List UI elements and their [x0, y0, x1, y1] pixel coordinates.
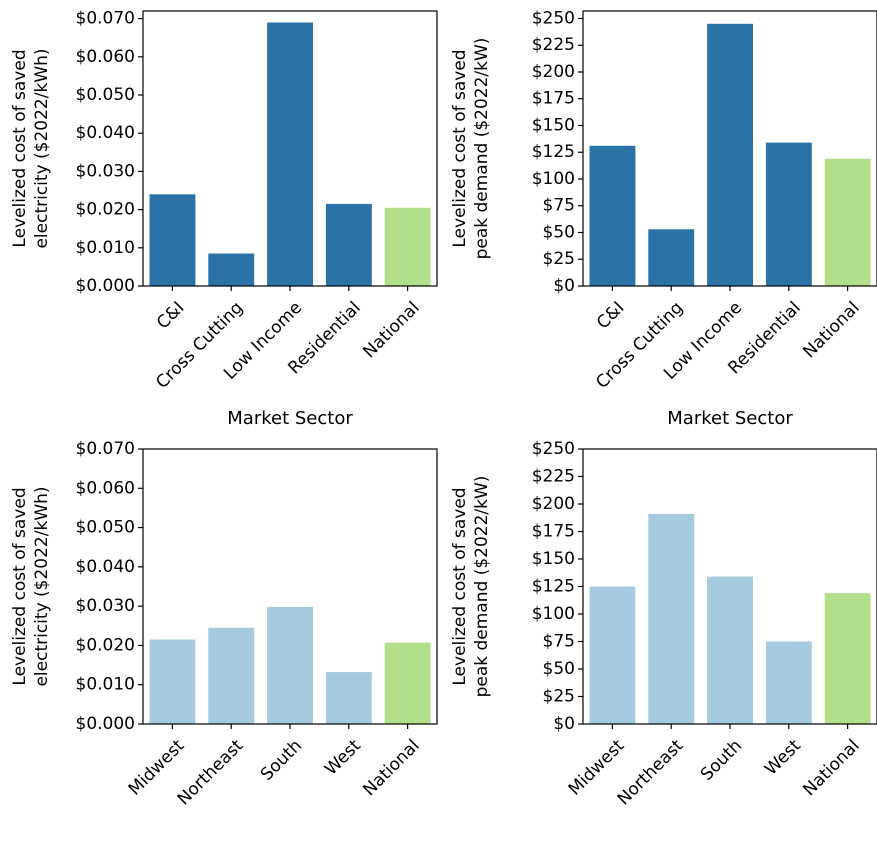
y-tick-label: $0.010 [76, 675, 135, 695]
x-axis-title: Market Sector [667, 408, 793, 429]
x-tick-label: South [257, 736, 306, 785]
x-tick-label: C&I [153, 298, 188, 333]
bar-low-income [267, 22, 313, 286]
bar-cross-cutting [208, 253, 255, 286]
y-tick-label: $0.000 [76, 276, 135, 296]
y-tick-label: $0.060 [76, 478, 135, 498]
bar-west [765, 641, 812, 724]
y-tick-label: $150 [532, 115, 575, 135]
y-tick-label: $225 [532, 35, 575, 55]
chart-panel-4: $0$25$50$75$100$125$150$175$200$225$250M… [450, 439, 877, 809]
y-tick-label: $0.020 [76, 635, 135, 655]
y-tick-label: $0.050 [76, 85, 135, 105]
y-axis-title-line-2: electricity ($2022/kWh) [32, 48, 52, 248]
bar-west [325, 672, 372, 724]
y-tick-label: $0.050 [76, 518, 135, 538]
y-tick-label: $0.070 [76, 9, 135, 29]
y-tick-label: $0.040 [76, 123, 135, 143]
y-tick-label: $225 [532, 467, 575, 487]
bar-midwest [149, 639, 196, 724]
y-tick-label: $75 [543, 196, 575, 216]
bar-northeast [208, 627, 255, 725]
bar-residential [325, 203, 372, 286]
y-tick-label: $0 [553, 276, 575, 296]
y-tick-label: $0.070 [76, 439, 135, 459]
x-tick-label: National [359, 736, 423, 800]
y-tick-label: $0.040 [76, 557, 135, 577]
bar-south [267, 606, 313, 724]
y-tick-label: $50 [543, 659, 575, 679]
y-tick-label: $25 [543, 249, 575, 269]
y-tick-label: $175 [532, 89, 575, 109]
bar-residential [765, 142, 812, 286]
y-tick-label: $200 [532, 494, 575, 514]
bar-national [384, 642, 431, 724]
bar-c-i [149, 194, 196, 286]
y-tick-label: $75 [543, 632, 575, 652]
bar-national [824, 158, 871, 286]
x-tick-label: National [799, 298, 863, 362]
y-tick-label: $0.020 [76, 200, 135, 220]
y-tick-label: $175 [532, 522, 575, 542]
y-tick-label: $0.000 [76, 714, 135, 734]
bar-midwest [589, 586, 636, 724]
y-axis-title-line-2: peak demand ($2022/kW) [472, 38, 492, 260]
y-tick-label: $250 [532, 8, 575, 28]
bar-national [824, 593, 871, 724]
y-tick-label: $125 [532, 142, 575, 162]
x-tick-label: West [761, 736, 805, 780]
y-tick-label: $100 [532, 169, 575, 189]
y-tick-label: $0.030 [76, 596, 135, 616]
bar-c-i [589, 145, 636, 286]
y-tick-label: $250 [532, 439, 575, 459]
y-axis-title-line-1: Levelized cost of saved [450, 487, 470, 685]
y-axis-title-line-2: electricity ($2022/kWh) [32, 486, 52, 686]
y-tick-label: $100 [532, 604, 575, 624]
y-axis-title-line-1: Levelized cost of saved [450, 49, 470, 247]
bar-low-income [707, 23, 753, 287]
y-axis-title-line-1: Levelized cost of saved [10, 49, 30, 247]
y-tick-label: $25 [543, 687, 575, 707]
x-tick-label: National [359, 298, 423, 362]
chart-panel-2: $0 $25 $50 $75 $100 $125 $150 $175 $200 $225 $250 C… [450, 8, 877, 429]
bar-cross-cutting [648, 229, 695, 286]
y-axis-title-line-1: Levelized cost of saved [10, 487, 30, 685]
bar-northeast [648, 513, 695, 724]
x-tick-label: C&I [593, 298, 628, 333]
y-tick-label: $0.030 [76, 161, 135, 181]
y-tick-label: $200 [532, 62, 575, 82]
x-tick-label: South [697, 736, 746, 785]
y-axis-title-line-2: peak demand ($2022/kW) [472, 476, 492, 698]
y-tick-label: $50 [543, 222, 575, 242]
chart-panel-1: $0.000 $0.010 $0.020 $0.030 $0.040 $0.050 $0.0… [10, 9, 438, 429]
y-tick-label: $0 [553, 714, 575, 734]
y-tick-label: $125 [532, 577, 575, 597]
bar-south [707, 576, 753, 724]
y-tick-label: $0.010 [76, 238, 135, 258]
chart-panel-3: $0.000 $0.010 $0.020 $0.030 $0.040 $0.050 $0.0… [10, 439, 438, 809]
x-tick-label: National [799, 736, 863, 800]
y-tick-label: $150 [532, 549, 575, 569]
x-tick-label: West [321, 736, 365, 780]
y-tick-label: $0.060 [76, 47, 135, 67]
x-axis-title: Market Sector [227, 408, 353, 429]
bar-national [384, 207, 431, 286]
